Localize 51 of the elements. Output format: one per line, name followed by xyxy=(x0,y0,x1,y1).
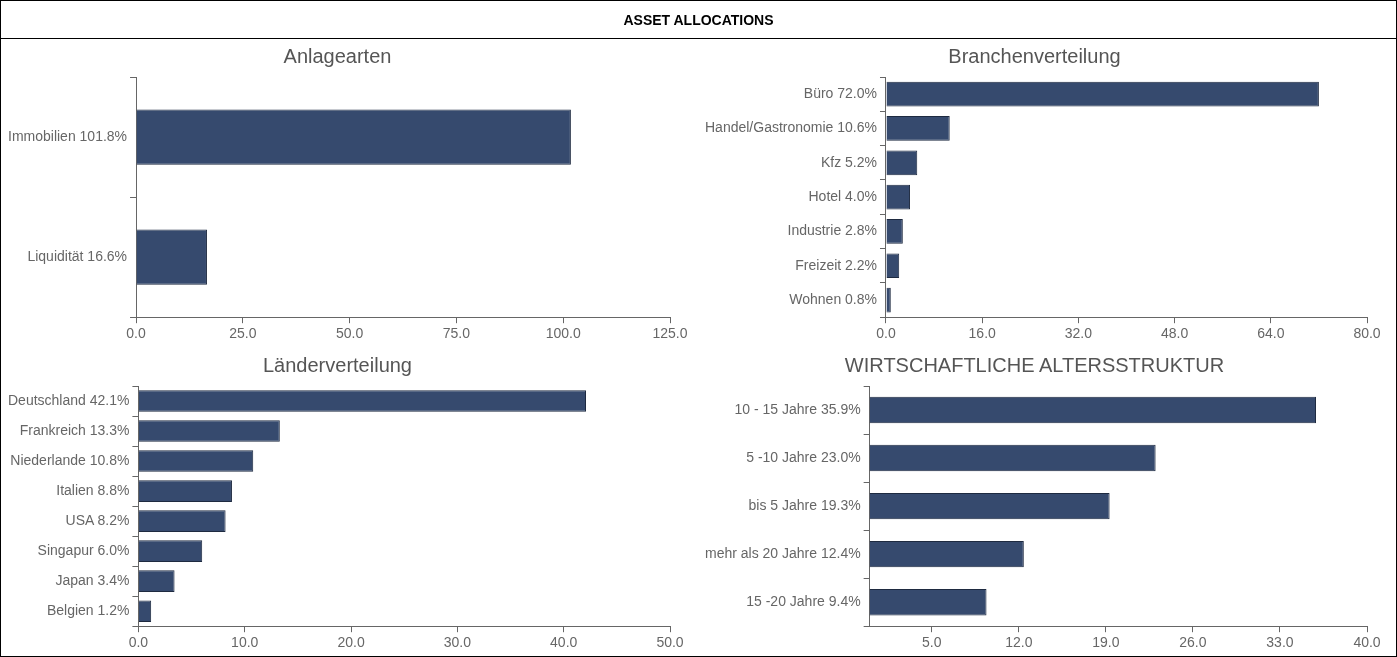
x-tick-label: 80.0 xyxy=(1353,325,1381,342)
y-tick-label: Belgien 1.2% xyxy=(46,602,130,619)
y-tick-label: Hotel 4.0% xyxy=(808,187,877,204)
text: ASSET ALLOCATIONS xyxy=(1,1,1396,39)
y-tick-label: 10 - 15 Jahre 35.9% xyxy=(734,400,861,417)
y-tick-label: 15 -20 Jahre 9.4% xyxy=(746,593,861,610)
x-tick-label: 0.0 xyxy=(876,325,896,342)
y-tick-label: Deutschland 42.1% xyxy=(7,391,130,408)
x-tick-label: 12.0 xyxy=(1005,634,1033,651)
y-tick-label: Wohnen 0.8% xyxy=(789,290,877,307)
x-tick-label: 40.0 xyxy=(1353,634,1381,651)
x-tick-label: 75.0 xyxy=(442,325,471,342)
y-tick-label: Industrie 2.8% xyxy=(787,222,877,239)
x-tick-label: 50.0 xyxy=(656,634,684,651)
y-tick-label: bis 5 Jahre 19.3% xyxy=(748,496,861,513)
y-tick-label: USA 8.2% xyxy=(65,511,130,528)
y-tick-label: mehr als 20 Jahre 12.4% xyxy=(705,545,861,561)
chart-title: Branchenverteilung xyxy=(948,44,1121,67)
x-tick-label: 32.0 xyxy=(1064,325,1093,342)
y-tick-label: Italien 8.8% xyxy=(56,481,130,498)
x-tick-label: 100.0 xyxy=(545,325,581,342)
x-tick-label: 40.0 xyxy=(550,634,578,651)
x-tick-label: 64.0 xyxy=(1257,325,1285,342)
y-tick-label: Japan 3.4% xyxy=(55,572,130,589)
y-tick-label: Liquidität 16.6% xyxy=(27,248,128,265)
x-tick-label: 0.0 xyxy=(126,325,146,342)
x-tick-label: 20.0 xyxy=(337,634,365,651)
chart-title: WIRTSCHAFTLICHE ALTERSSTRUKTUR xyxy=(844,353,1225,376)
y-tick-label: Frankreich 13.3% xyxy=(19,421,130,438)
y-tick-label: Freizeit 2.2% xyxy=(795,256,877,273)
x-tick-label: 30.0 xyxy=(443,634,472,651)
x-tick-label: 50.0 xyxy=(336,325,364,342)
x-tick-label: 48.0 xyxy=(1160,325,1189,342)
chart-title: Anlagearten xyxy=(283,44,392,67)
y-tick-label: 5 -10 Jahre 23.0% xyxy=(746,448,861,465)
x-tick-label: 33.0 xyxy=(1266,634,1294,651)
chart-title: Länderverteilung xyxy=(263,353,412,376)
x-tick-label: 5.0 xyxy=(922,634,942,651)
y-tick-label: Kfz 5.2% xyxy=(820,153,877,170)
x-tick-label: 10.0 xyxy=(231,634,259,651)
x-tick-label: 125.0 xyxy=(652,325,688,342)
x-tick-label: 16.0 xyxy=(968,325,997,342)
x-tick-label: 19.0 xyxy=(1092,634,1120,651)
y-tick-label: Singapur 6.0% xyxy=(37,542,130,558)
y-tick-label: Immobilien 101.8% xyxy=(8,127,128,144)
y-tick-label: Niederlande 10.8% xyxy=(10,451,130,468)
y-tick-label: Handel/Gastronomie 10.6% xyxy=(704,119,877,136)
y-tick-label: Büro 72.0% xyxy=(803,85,877,102)
x-tick-label: 25.0 xyxy=(229,325,257,342)
x-tick-label: 26.0 xyxy=(1179,634,1207,651)
x-tick-label: 0.0 xyxy=(128,634,149,651)
